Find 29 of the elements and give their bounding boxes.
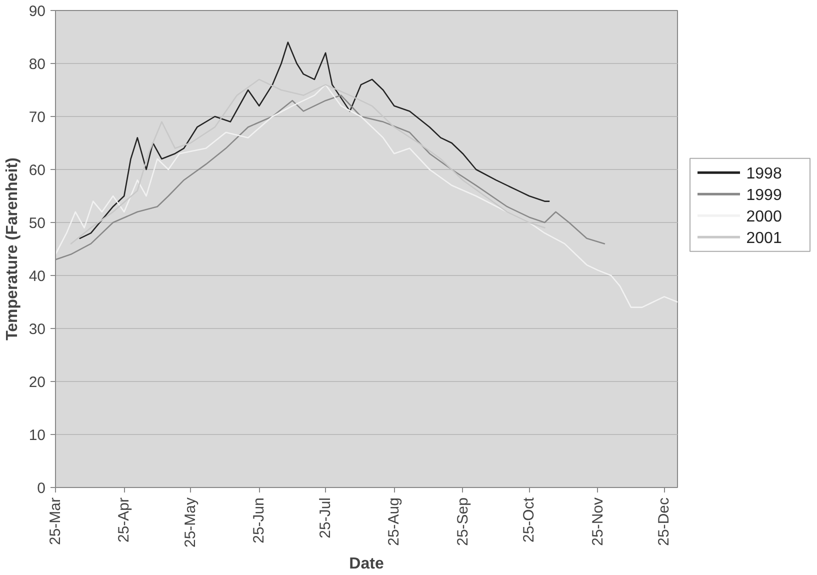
x-tick-label: 25-Aug <box>386 497 403 546</box>
x-axis-title: Date <box>349 556 384 573</box>
line-series <box>56 84 678 308</box>
legend-label: 1999 <box>746 187 782 204</box>
x-tick-label: 25-Nov <box>589 497 606 546</box>
y-tick-label: 50 <box>28 215 46 232</box>
x-tick-label: 25-Oct <box>520 496 538 543</box>
y-axis-title: Temperature (Farenheit) <box>4 158 21 340</box>
x-tick-label: 25-Jun <box>250 497 268 544</box>
legend-label: 2001 <box>746 230 782 248</box>
legend-label: 1998 <box>746 166 782 183</box>
y-tick-label: 90 <box>28 3 46 20</box>
line-series <box>70 78 546 244</box>
x-tick-label: 25-Jul <box>317 497 334 538</box>
x-tick-label: 25-Dec <box>656 497 673 546</box>
y-tick-label: 70 <box>28 109 46 126</box>
y-tick-label: 60 <box>28 162 46 179</box>
y-tick-label: 20 <box>28 374 46 391</box>
line-series <box>79 42 550 240</box>
legend-label: 2000 <box>746 208 782 226</box>
y-tick-label: 10 <box>28 427 46 444</box>
x-tick-label: 25-May <box>182 497 200 548</box>
x-tick-label: 25-Mar <box>47 497 64 546</box>
x-tick-label: 25-Apr <box>116 497 133 543</box>
y-tick-label: 0 <box>37 480 46 497</box>
x-tick-label: 25-Sep <box>454 497 472 546</box>
y-tick-label: 40 <box>28 268 46 285</box>
y-tick-label: 80 <box>28 56 46 73</box>
y-tick-label: 30 <box>28 321 46 338</box>
